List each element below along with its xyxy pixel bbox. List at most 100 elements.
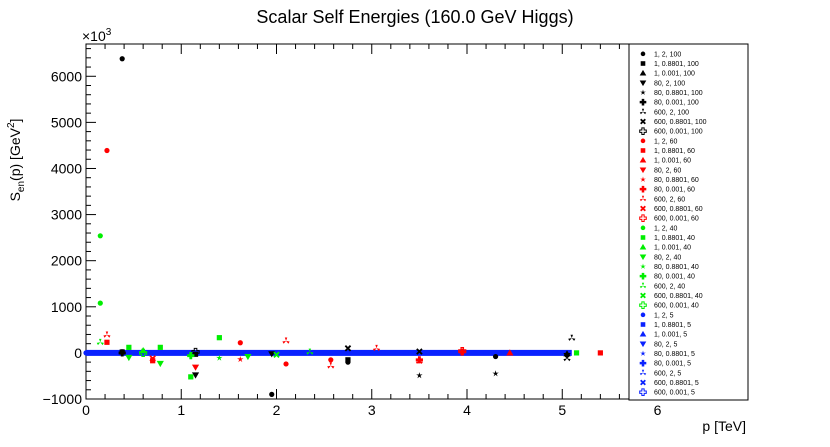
- legend-marker: [639, 108, 647, 115]
- data-point: [150, 358, 156, 364]
- y-tick-label: 2000: [51, 253, 82, 269]
- data-point: [506, 349, 514, 356]
- data-point: [372, 344, 381, 352]
- legend-label: 80, 2, 100: [654, 80, 685, 87]
- band-point: [517, 350, 523, 356]
- data-point: [344, 345, 352, 352]
- svg-text:×103: ×103: [82, 27, 112, 44]
- legend-label: 80, 0.8801, 60: [654, 177, 699, 184]
- svg-text:Sen(p) [GeV2]: Sen(p) [GeV2]: [6, 119, 27, 202]
- legend-label: 1, 0.8801, 40: [654, 235, 695, 242]
- legend-label: 80, 0.001, 100: [654, 100, 699, 107]
- band-point: [529, 350, 535, 356]
- data-point: [237, 340, 243, 346]
- band-point: [163, 350, 169, 356]
- legend-marker: [639, 156, 647, 163]
- band-point: [129, 350, 135, 356]
- legend-label: 600, 2, 100: [654, 109, 689, 116]
- legend-marker: [640, 176, 646, 182]
- legend-marker: [640, 225, 646, 231]
- legend-marker: [640, 379, 646, 386]
- data-point: [191, 347, 200, 357]
- legend-label: 80, 0.8801, 100: [654, 90, 703, 97]
- legend-marker: [639, 388, 647, 396]
- legend-label: 80, 2, 60: [654, 167, 681, 174]
- legend-marker: [639, 214, 647, 222]
- legend-label: 1, 0.8801, 60: [654, 148, 695, 155]
- legend-label: 1, 2, 100: [654, 51, 681, 58]
- legend-marker: [640, 350, 646, 356]
- band-point: [312, 350, 318, 356]
- data-point: [306, 348, 314, 355]
- band-point: [289, 350, 295, 356]
- band-point: [209, 350, 215, 356]
- band-point: [346, 350, 352, 356]
- band-point: [231, 350, 238, 356]
- data-point: [157, 344, 163, 350]
- legend-label: 80, 0.001, 60: [654, 187, 695, 194]
- legend-marker: [640, 263, 646, 269]
- legend-label: 1, 0.001, 40: [654, 245, 691, 252]
- data-point: [139, 348, 148, 357]
- legend-marker: [639, 341, 647, 348]
- data-point: [458, 346, 467, 356]
- legend-marker: [639, 254, 647, 261]
- data-point: [458, 348, 466, 356]
- y-tick-label: 6000: [51, 68, 82, 84]
- y-tick-label: −1000: [43, 391, 83, 407]
- y-tick-label: 0: [74, 345, 82, 361]
- data-point: [216, 335, 222, 341]
- band-point: [151, 350, 158, 356]
- legend-label: 1, 0.001, 100: [654, 71, 695, 78]
- band-point: [106, 350, 112, 356]
- legend-marker: [639, 80, 647, 87]
- band-point: [254, 350, 261, 356]
- data-point: [119, 56, 125, 62]
- legend-label: 80, 0.001, 5: [654, 361, 691, 368]
- x-tick-label: 0: [82, 402, 90, 418]
- legend-label: 1, 2, 40: [654, 225, 677, 232]
- legend-label: 80, 0.8801, 5: [654, 351, 695, 358]
- data-point: [328, 357, 334, 363]
- legend-label: 600, 2, 60: [654, 196, 685, 203]
- band-point: [300, 350, 306, 356]
- legend-label: 600, 0.8801, 100: [654, 119, 707, 126]
- data-point: [118, 349, 126, 357]
- x-axis-title: p [TeV]: [702, 418, 746, 434]
- data-point: [416, 372, 423, 379]
- y-tick-label: 1000: [51, 299, 82, 315]
- data-point: [282, 337, 290, 344]
- data-point: [273, 351, 280, 358]
- legend-label: 600, 0.001, 60: [654, 216, 699, 223]
- legend-label: 1, 2, 5: [654, 312, 674, 319]
- legend: 1, 2, 100 1, 0.8801, 100 1, 0.001, 100 80, …: [628, 43, 749, 401]
- data-point: [269, 391, 275, 397]
- legend-marker: [640, 118, 646, 125]
- x-tick-label: 6: [654, 402, 662, 418]
- data-point: [104, 339, 110, 345]
- legend-box: [628, 43, 749, 401]
- y-tick-label: 3000: [51, 207, 82, 223]
- legend-marker: [639, 243, 647, 250]
- legend-label: 600, 0.8801, 60: [654, 206, 703, 213]
- band-point: [392, 350, 398, 356]
- band-point: [380, 350, 386, 356]
- legend-label: 600, 0.8801, 5: [654, 380, 699, 387]
- legend-marker: [639, 98, 647, 106]
- y-tick-label: 4000: [51, 160, 82, 176]
- legend-marker: [640, 89, 646, 95]
- legend-label: 80, 0.001, 40: [654, 274, 695, 281]
- data-point: [492, 370, 499, 377]
- band-fill: [86, 349, 572, 356]
- data-point: [216, 354, 223, 361]
- data-point: [125, 354, 133, 362]
- legend-label: 600, 0.001, 100: [654, 129, 703, 136]
- data-point: [492, 353, 499, 360]
- data-point: [327, 362, 335, 369]
- data-point: [416, 348, 423, 355]
- data-point: [597, 350, 603, 356]
- legend-marker: [640, 61, 646, 66]
- band-point: [540, 350, 546, 356]
- band-point: [552, 350, 558, 356]
